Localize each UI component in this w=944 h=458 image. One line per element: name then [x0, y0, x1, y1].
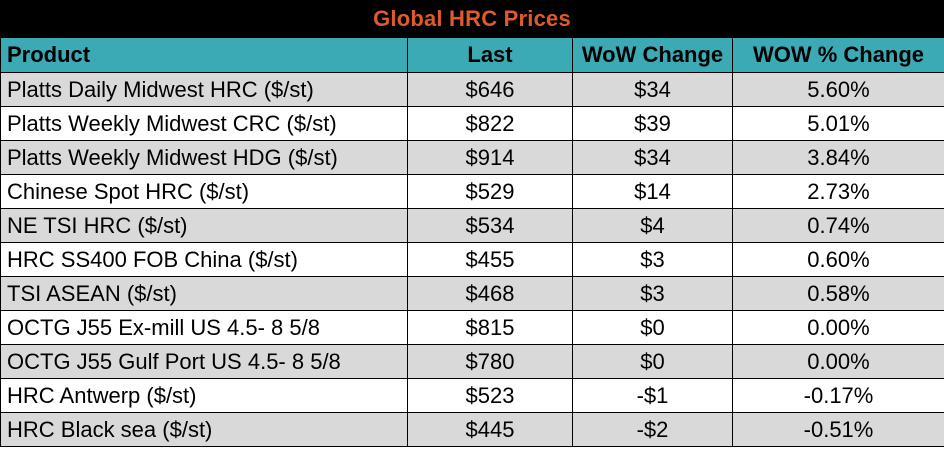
- table-row: Platts Daily Midwest HRC ($/st) $646 $34 5.…: [0, 72, 944, 107]
- table-row: HRC Antwerp ($/st) $523 -$1 -0.17%: [0, 378, 944, 413]
- cell-wow-pct-change: -0.17%: [732, 378, 944, 413]
- cell-product: Platts Weekly Midwest CRC ($/st): [0, 106, 408, 141]
- cell-wow-pct-change: 5.60%: [732, 72, 944, 107]
- header-wow-change: WoW Change: [572, 37, 733, 73]
- cell-wow-change: $34: [572, 140, 733, 175]
- cell-last: $780: [407, 344, 573, 379]
- cell-wow-pct-change: 3.84%: [732, 140, 944, 175]
- cell-wow-change: $34: [572, 72, 733, 107]
- cell-wow-pct-change: -0.51%: [732, 412, 944, 447]
- cell-wow-pct-change: 0.00%: [732, 344, 944, 379]
- header-row: Product Last WoW Change WOW % Change: [0, 37, 944, 73]
- cell-product: TSI ASEAN ($/st): [0, 276, 408, 311]
- cell-last: $455: [407, 242, 573, 277]
- cell-wow-change: $0: [572, 344, 733, 379]
- table-title: Global HRC Prices: [0, 0, 944, 37]
- cell-wow-change: -$1: [572, 378, 733, 413]
- cell-wow-change: $0: [572, 310, 733, 345]
- table-row: Chinese Spot HRC ($/st) $529 $14 2.73%: [0, 174, 944, 209]
- header-last: Last: [407, 37, 573, 73]
- cell-wow-change: $14: [572, 174, 733, 209]
- cell-product: Platts Daily Midwest HRC ($/st): [0, 72, 408, 107]
- cell-wow-pct-change: 0.74%: [732, 208, 944, 243]
- cell-last: $822: [407, 106, 573, 141]
- header-product: Product: [0, 37, 408, 73]
- cell-last: $646: [407, 72, 573, 107]
- table-row: TSI ASEAN ($/st) $468 $3 0.58%: [0, 276, 944, 311]
- table-row: HRC Black sea ($/st) $445 -$2 -0.51%: [0, 412, 944, 447]
- cell-last: $534: [407, 208, 573, 243]
- table-row: HRC SS400 FOB China ($/st) $455 $3 0.60%: [0, 242, 944, 277]
- cell-wow-change: -$2: [572, 412, 733, 447]
- cell-last: $914: [407, 140, 573, 175]
- header-wow-pct-change: WOW % Change: [732, 37, 944, 73]
- cell-product: HRC Antwerp ($/st): [0, 378, 408, 413]
- table-row: OCTG J55 Gulf Port US 4.5- 8 5/8 $780 $0 0.…: [0, 344, 944, 379]
- cell-product: Platts Weekly Midwest HDG ($/st): [0, 140, 408, 175]
- cell-wow-change: $39: [572, 106, 733, 141]
- table-body: Platts Daily Midwest HRC ($/st) $646 $34 5.…: [0, 72, 944, 447]
- cell-wow-pct-change: 0.58%: [732, 276, 944, 311]
- table-row: OCTG J55 Ex-mill US 4.5- 8 5/8 $815 $0 0.00…: [0, 310, 944, 345]
- cell-wow-pct-change: 5.01%: [732, 106, 944, 141]
- cell-last: $445: [407, 412, 573, 447]
- cell-product: NE TSI HRC ($/st): [0, 208, 408, 243]
- table-row: NE TSI HRC ($/st) $534 $4 0.74%: [0, 208, 944, 243]
- cell-product: HRC Black sea ($/st): [0, 412, 408, 447]
- cell-wow-change: $3: [572, 242, 733, 277]
- cell-wow-pct-change: 0.60%: [732, 242, 944, 277]
- table-row: Platts Weekly Midwest HDG ($/st) $914 $34 3…: [0, 140, 944, 175]
- cell-last: $523: [407, 378, 573, 413]
- cell-last: $529: [407, 174, 573, 209]
- cell-wow-change: $3: [572, 276, 733, 311]
- cell-product: Chinese Spot HRC ($/st): [0, 174, 408, 209]
- table-row: Platts Weekly Midwest CRC ($/st) $822 $39 5…: [0, 106, 944, 141]
- cell-wow-pct-change: 0.00%: [732, 310, 944, 345]
- cell-last: $468: [407, 276, 573, 311]
- cell-wow-pct-change: 2.73%: [732, 174, 944, 209]
- cell-product: OCTG J55 Gulf Port US 4.5- 8 5/8: [0, 344, 408, 379]
- cell-wow-change: $4: [572, 208, 733, 243]
- cell-product: HRC SS400 FOB China ($/st): [0, 242, 408, 277]
- cell-product: OCTG J55 Ex-mill US 4.5- 8 5/8: [0, 310, 408, 345]
- cell-last: $815: [407, 310, 573, 345]
- prices-table: Product Last WoW Change WOW % Change Pla…: [0, 37, 944, 447]
